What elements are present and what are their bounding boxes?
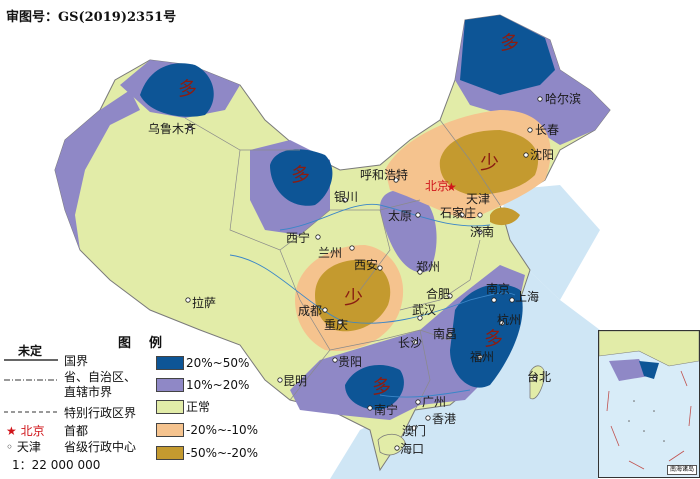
city-jinan: 济南: [470, 225, 495, 239]
legend-swatch-0: [156, 356, 184, 370]
anomaly-brown-tianjin: [490, 207, 520, 226]
city-tianjin: 天津: [466, 192, 491, 206]
legend-class-0: 20%~50%: [186, 356, 250, 370]
anomaly-purple-taiyuan: [379, 190, 437, 273]
city-lhasa: 拉萨: [192, 296, 217, 310]
legend-class-3: -20%~-10%: [186, 423, 259, 437]
city-hefei: 合肥: [426, 287, 451, 301]
rivers: [229, 203, 516, 398]
inset-title: 南海诸岛: [666, 465, 697, 475]
city-xian: 西安: [354, 258, 379, 272]
mark-less-sichuan: 少: [344, 287, 364, 309]
beijing-star: ★: [446, 180, 457, 194]
legend-class-4: -50%~-20%: [186, 446, 259, 460]
city-hongkong: 香港: [432, 412, 457, 426]
city-nanchang: 南昌: [433, 327, 458, 341]
approval-number: 审图号：GS(2019)2351号: [6, 10, 177, 25]
anomaly-purple-west: [55, 90, 140, 250]
city-shanghai: 上海: [515, 290, 540, 304]
city-nanjing: 南京: [486, 282, 511, 296]
city-changsha: 长沙: [398, 336, 423, 350]
city-yinchuan: 银川: [334, 190, 359, 204]
city-shenyang: 沈阳: [530, 148, 555, 162]
mark-more-east: 多: [484, 328, 504, 350]
city-haikou: 海口: [400, 442, 425, 456]
legend-swatch-3: [156, 423, 184, 437]
city-taiyuan: 太原: [388, 209, 413, 223]
anomaly-blue-qilian: [270, 149, 333, 206]
map-legend: 图例 未定 国界 省、自治区、 直辖市界 特别行政区界 ★ 北京 首都 ◦ 天津…: [0, 330, 300, 479]
legend-capital-sample: ★ 北京: [6, 424, 45, 438]
city-guiyang: 贵阳: [338, 355, 363, 369]
city-harbin: 哈尔滨: [545, 92, 582, 106]
city-zhengzhou: 郑州: [416, 260, 441, 274]
legend-sar-border: 特别行政区界: [64, 406, 137, 420]
legend-class-2: 正常: [186, 400, 211, 414]
legend-capital: 首都: [64, 424, 89, 438]
city-xining: 西宁: [286, 231, 311, 245]
city-urumqi: 乌鲁木齐: [148, 122, 197, 136]
anomaly-brown-north: [439, 130, 539, 195]
anomaly-blue-northwest: [140, 63, 214, 117]
city-guangzhou: 广州: [422, 395, 447, 409]
city-macao: 澳门: [402, 424, 427, 438]
taiwan-island: [529, 365, 546, 400]
legend-capital-sample-text: 北京: [20, 424, 45, 438]
legend-provincial-border-1: 省、自治区、: [64, 370, 137, 384]
anomaly-blue-east: [450, 284, 523, 388]
legend-provincial-center-sample-text: 天津: [16, 440, 41, 454]
inset-canvas: [599, 331, 699, 470]
legend-class-1: 10%~20%: [186, 378, 250, 392]
city-wuhan: 武汉: [412, 303, 437, 317]
legend-scale: 1：22 000 000: [12, 458, 101, 472]
city-fuzhou: 福州: [470, 350, 495, 364]
legend-provincial-center: 省级行政中心: [64, 440, 137, 454]
legend-provincial-border-2: 直辖市界: [64, 385, 113, 399]
city-shijiazhuang: 石家庄: [440, 206, 477, 220]
anomaly-blue-south: [345, 365, 404, 410]
city-beijing: 北京: [425, 179, 450, 193]
city-changchun: 长春: [535, 123, 560, 137]
city-hangzhou: 杭州: [497, 313, 522, 327]
legend-title: 图例: [118, 336, 181, 351]
mark-more-qilian: 多: [291, 164, 311, 186]
city-chongqing: 重庆: [324, 318, 349, 332]
city-lanzhou: 兰州: [318, 246, 343, 260]
yellow-sea: [500, 185, 600, 300]
mark-less-north: 少: [480, 152, 500, 174]
city-chengdu: 成都: [298, 304, 323, 318]
legend-provincial-center-sample: ◦ 天津: [6, 440, 41, 454]
city-taipei: 台北: [527, 370, 552, 384]
legend-swatch-2: [156, 400, 184, 414]
legend-undetermined: 未定: [18, 344, 43, 358]
mark-more-south: 多: [372, 376, 392, 398]
anomaly-blue-northeast: [460, 15, 555, 95]
mark-more-northwest: 多: [178, 78, 198, 100]
city-markers: [185, 96, 543, 451]
city-nanning: 南宁: [374, 403, 399, 417]
anomaly-brown-sichuan: [315, 259, 391, 332]
city-hohhot: 呼和浩特: [360, 168, 409, 182]
city-kunming: 昆明: [283, 374, 308, 388]
legend-swatch-4: [156, 446, 184, 460]
south-china-sea-inset: 南海诸岛: [598, 330, 700, 478]
province-borders: [184, 117, 501, 411]
legend-swatch-1: [156, 378, 184, 392]
legend-line-samples: [4, 359, 58, 413]
legend-national-border: 国界: [64, 354, 89, 368]
mark-more-northeast: 多: [500, 32, 520, 54]
